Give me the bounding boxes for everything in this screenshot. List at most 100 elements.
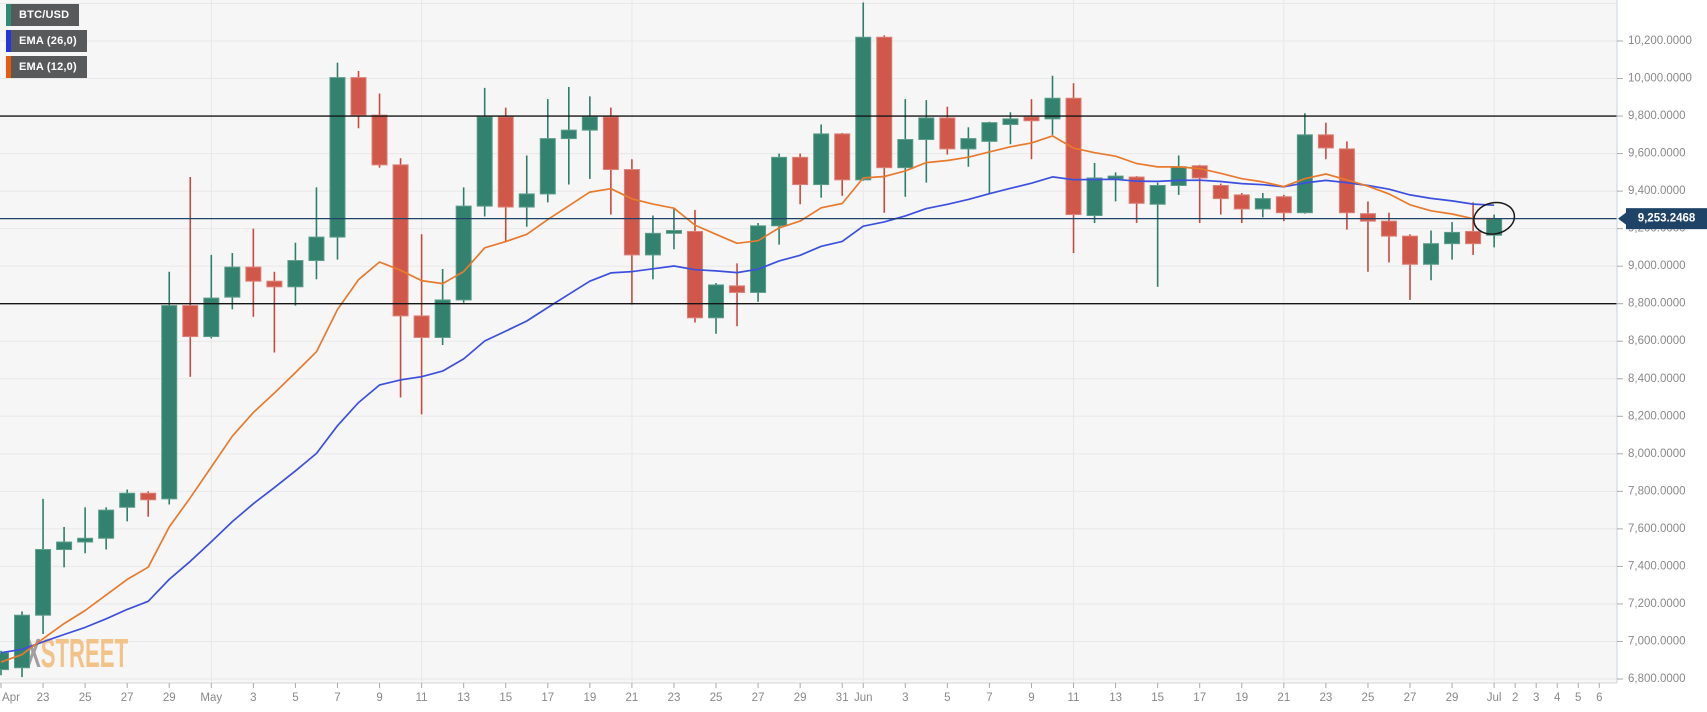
symbol-accent-bar: [6, 4, 11, 26]
candle: [792, 153, 809, 205]
x-tick-label: 27: [121, 692, 134, 704]
candle: [1275, 194, 1292, 222]
ema26-label: EMA (26,0): [11, 30, 87, 52]
x-tick-label: 7: [986, 692, 992, 704]
x-tick-label: 29: [1446, 692, 1459, 704]
candle: [665, 208, 682, 250]
candle-body: [1233, 194, 1250, 210]
x-tick-label: 17: [541, 692, 554, 704]
x-tick-label: Jul: [1487, 692, 1502, 704]
candle: [1023, 99, 1040, 160]
symbol-label: BTC/USD: [11, 4, 80, 26]
candle: [434, 268, 451, 345]
candle-body: [855, 36, 872, 181]
x-tick-label: 21: [626, 692, 639, 704]
candle-body: [1423, 243, 1440, 265]
candle-body: [1296, 134, 1313, 214]
x-tick-label: 3: [1533, 692, 1539, 704]
candle: [371, 93, 388, 168]
candle: [1233, 192, 1250, 224]
x-tick-label: 11: [416, 692, 428, 704]
candle: [350, 71, 367, 129]
ema12-label: EMA (12,0): [11, 56, 87, 78]
candle: [413, 234, 430, 415]
candle: [35, 498, 52, 634]
x-tick-label: 2: [1512, 692, 1518, 704]
candle-body: [77, 537, 94, 543]
x-tick-label: 11: [1068, 692, 1080, 704]
candle-body: [644, 232, 661, 256]
candle: [1002, 112, 1019, 145]
candle: [602, 107, 619, 215]
x-tick-label: Jun: [854, 692, 873, 704]
x-tick-label: 23: [668, 692, 681, 704]
x-tick-label: 17: [1193, 692, 1206, 704]
candle-body: [161, 305, 178, 500]
candle-body: [960, 138, 977, 150]
candle-body: [518, 193, 535, 208]
y-tick-label: 9,600.0000: [1628, 148, 1686, 160]
y-tick-label: 7,400.0000: [1628, 560, 1686, 572]
candle-body: [1065, 97, 1082, 216]
candle-body: [476, 116, 493, 207]
x-tick-label: 13: [1109, 692, 1122, 704]
x-tick-label: 9: [376, 692, 382, 704]
legend-item-ema12[interactable]: EMA (12,0): [6, 56, 87, 78]
candle-body: [308, 236, 325, 262]
candle-body: [750, 225, 767, 293]
candle-body: [1402, 235, 1419, 265]
candle: [581, 96, 598, 179]
x-tick-label: 3: [250, 692, 256, 704]
candle: [308, 187, 325, 280]
candle-body: [1380, 220, 1397, 237]
candle: [1402, 234, 1419, 300]
badge-rect: [1626, 208, 1707, 230]
y-tick-label: 10,200.0000: [1628, 35, 1692, 47]
candle-body: [182, 305, 199, 338]
candle-body: [1444, 231, 1461, 245]
annotation-circle: [1473, 201, 1516, 235]
candle-body: [455, 205, 472, 301]
candle: [266, 271, 283, 353]
candle-body: [686, 230, 703, 319]
candle-body: [1212, 184, 1229, 200]
candle-body: [392, 164, 409, 317]
candle-body: [1023, 116, 1040, 122]
candle-body: [708, 284, 725, 319]
candle-body: [1465, 230, 1482, 245]
candle: [98, 507, 115, 550]
candle-body: [98, 509, 115, 539]
candle: [729, 263, 746, 327]
y-tick-label: 8,600.0000: [1628, 335, 1686, 347]
x-tick-label: 13: [457, 692, 470, 704]
x-tick-label: 5: [1575, 692, 1581, 704]
candle: [161, 271, 178, 505]
candle: [77, 507, 94, 554]
x-tick-label: 21: [1277, 692, 1290, 704]
x-tick-label: 31: [836, 692, 849, 704]
candle: [392, 158, 409, 398]
candle-body: [1359, 213, 1376, 222]
legend-item-ema26[interactable]: EMA (26,0): [6, 30, 87, 52]
current-price-badge: 9,253.2468: [1618, 208, 1707, 230]
x-tick-label: 19: [583, 692, 596, 704]
candle: [497, 107, 514, 242]
candle-body: [539, 138, 556, 195]
candle-body: [1128, 176, 1145, 204]
candle: [644, 215, 661, 280]
candle: [855, 2, 872, 181]
fxstreet-watermark: XSTREET: [26, 630, 128, 676]
x-tick-label: Apr: [2, 692, 20, 704]
candle-body: [834, 133, 851, 181]
x-tick-label: 27: [1404, 692, 1417, 704]
y-tick-label: 8,200.0000: [1628, 410, 1686, 422]
candle-body: [434, 299, 451, 338]
candle: [1359, 201, 1376, 272]
candle-body: [1317, 134, 1334, 149]
candle-body: [413, 315, 430, 338]
legend-item-symbol[interactable]: BTC/USD: [6, 4, 80, 26]
y-tick-label: 6,800.0000: [1628, 673, 1686, 685]
candle-body: [729, 285, 746, 293]
candle-body: [918, 117, 935, 141]
